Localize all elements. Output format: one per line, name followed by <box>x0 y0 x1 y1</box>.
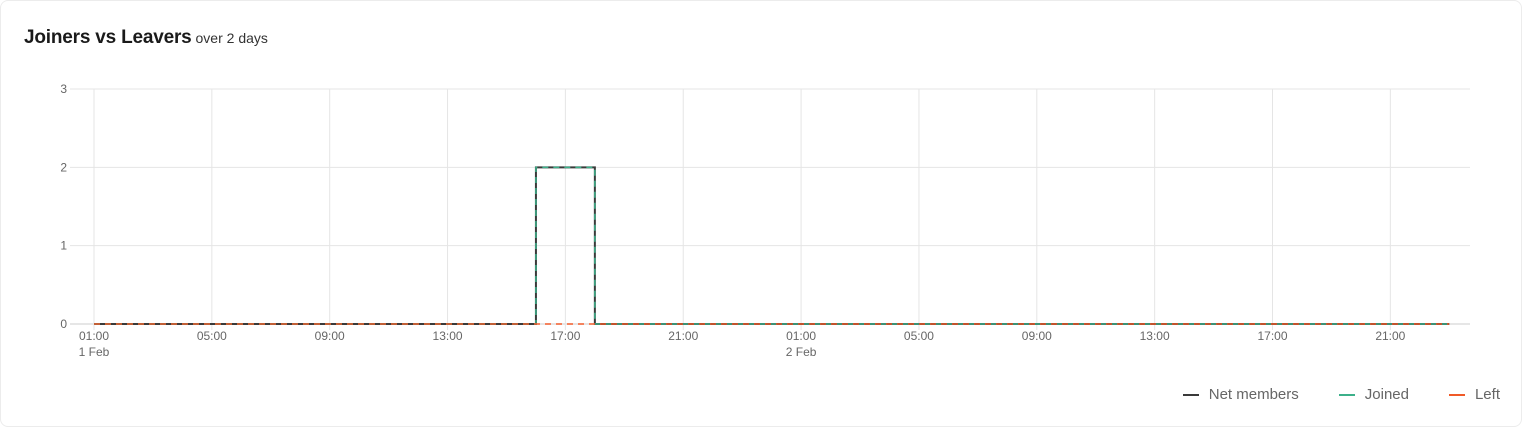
y-tick-label: 1 <box>60 239 67 253</box>
y-tick-label: 2 <box>60 160 67 174</box>
legend-swatch <box>1338 393 1355 396</box>
x-tick-label: 05:00 <box>904 329 934 343</box>
y-tick-label: 0 <box>60 317 67 331</box>
chart-header: Joiners vs Leavers over 2 days <box>24 27 268 49</box>
x-tick-label: 09:00 <box>1022 329 1052 343</box>
legend-item-joined[interactable]: Joined <box>1338 386 1409 403</box>
legend-label: Net members <box>1208 386 1299 403</box>
x-tick-date-label: 2 Feb <box>786 345 817 359</box>
legend-item-left[interactable]: Left <box>1448 386 1500 403</box>
legend-swatch <box>1448 393 1465 396</box>
x-tick-label: 17:00 <box>1257 329 1287 343</box>
chart-subtitle: over 2 days <box>195 30 268 46</box>
x-tick-label: 05:00 <box>197 329 227 343</box>
y-tick-label: 3 <box>60 82 67 96</box>
x-tick-date-label: 1 Feb <box>79 345 110 359</box>
legend-label: Left <box>1474 386 1500 403</box>
x-tick-label: 13:00 <box>433 329 463 343</box>
x-tick-label: 13:00 <box>1140 329 1170 343</box>
legend-swatch <box>1182 393 1199 396</box>
chart-legend: Net members Joined Left <box>1182 386 1500 403</box>
x-tick-label: 21:00 <box>1375 329 1405 343</box>
legend-label: Joined <box>1364 386 1409 403</box>
x-tick-label: 17:00 <box>550 329 580 343</box>
x-tick-label: 01:00 <box>786 329 816 343</box>
x-tick-label: 09:00 <box>315 329 345 343</box>
x-tick-label: 21:00 <box>668 329 698 343</box>
chart-title: Joiners vs Leavers <box>24 27 192 48</box>
legend-item-net-members[interactable]: Net members <box>1182 386 1299 403</box>
x-tick-label: 01:00 <box>79 329 109 343</box>
